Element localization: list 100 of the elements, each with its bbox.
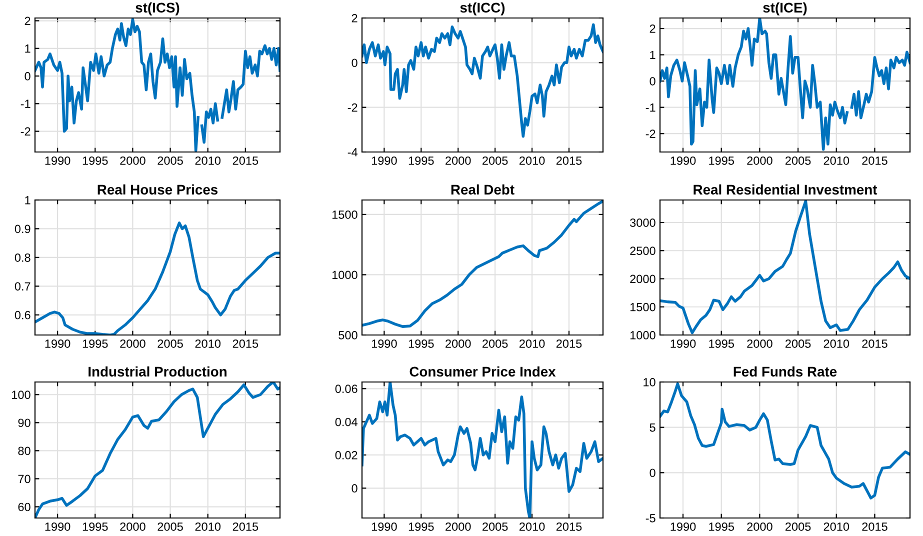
x-tick-label: 1995 xyxy=(82,156,108,165)
y-tick-label: 0.9 xyxy=(14,224,30,234)
chart-title: st(ICS) xyxy=(136,2,180,16)
x-tick-label: 2015 xyxy=(232,339,258,348)
x-tick-label: 2000 xyxy=(120,156,146,165)
y-tick-label: 0 xyxy=(352,484,358,493)
y-tick-label: 2 xyxy=(650,24,656,33)
y-tick-label: 500 xyxy=(338,331,358,340)
x-tick-label: 2015 xyxy=(862,522,888,531)
y-tick-label: -2 xyxy=(20,127,30,136)
x-tick-label: 2015 xyxy=(556,339,582,348)
y-tick-label: 0.02 xyxy=(335,451,358,460)
x-tick-label: 2015 xyxy=(556,522,582,531)
x-tick-label: 1995 xyxy=(709,156,734,165)
x-tick-label: 1995 xyxy=(709,522,734,531)
y-tick-label: 70 xyxy=(18,474,30,484)
chart-title: Consumer Price Index xyxy=(410,366,556,377)
x-tick-label: 2010 xyxy=(824,522,850,531)
x-tick-label: 2010 xyxy=(824,339,850,348)
chart-title: Real Residential Investment xyxy=(694,184,878,195)
y-tick-label: -1 xyxy=(646,103,656,112)
x-tick-label: 2005 xyxy=(482,339,508,348)
x-tick-label: 1995 xyxy=(408,156,434,165)
x-tick-label: 1990 xyxy=(45,156,70,165)
y-tick-label: 1 xyxy=(650,50,656,60)
y-tick-label: 0 xyxy=(352,58,358,68)
chart-title: Real House Prices xyxy=(98,184,218,195)
y-tick-label: 0 xyxy=(24,72,30,80)
x-tick-label: 1995 xyxy=(82,522,108,531)
x-tick-label: 2010 xyxy=(195,339,221,348)
x-tick-label: 2010 xyxy=(519,522,545,531)
x-tick-label: 1990 xyxy=(45,339,70,348)
y-tick-label: 0.8 xyxy=(14,253,30,262)
x-tick-label: 2005 xyxy=(482,522,508,531)
x-tick-label: 2010 xyxy=(519,156,545,165)
x-tick-label: 1990 xyxy=(670,156,696,165)
y-tick-label: 2000 xyxy=(630,274,656,284)
y-tick-label: -2 xyxy=(348,103,358,112)
x-tick-label: 1990 xyxy=(670,522,696,531)
x-tick-label: 2005 xyxy=(158,156,183,165)
y-tick-label: 1500 xyxy=(332,210,358,219)
x-tick-label: 2000 xyxy=(747,156,772,165)
y-tick-label: 1000 xyxy=(630,331,656,340)
x-tick-label: 2005 xyxy=(786,156,811,165)
x-tick-label: 2000 xyxy=(446,156,471,165)
y-tick-label: 80 xyxy=(18,446,30,456)
x-tick-label: 1995 xyxy=(709,339,734,348)
chart-title: Industrial Production xyxy=(88,366,226,377)
x-tick-label: 1990 xyxy=(372,156,397,165)
x-tick-label: 2005 xyxy=(786,522,811,531)
y-tick-label: 0.6 xyxy=(14,310,30,320)
y-tick-label: 10 xyxy=(644,378,656,386)
x-tick-label: 1990 xyxy=(372,522,397,531)
y-tick-label: -5 xyxy=(646,514,656,522)
line-series xyxy=(362,23,603,138)
y-tick-label: 1 xyxy=(25,196,30,204)
y-tick-label: 2 xyxy=(24,16,30,26)
x-tick-label: 2005 xyxy=(158,339,183,348)
x-tick-label: 2005 xyxy=(158,522,183,531)
y-tick-label: 0.06 xyxy=(335,384,358,394)
chart-title: Real Debt xyxy=(451,184,514,195)
x-tick-label: 2010 xyxy=(824,156,850,165)
line-series xyxy=(660,200,910,334)
x-tick-label: 2000 xyxy=(446,522,471,531)
y-tick-label: 5 xyxy=(650,423,656,432)
y-tick-label: -1 xyxy=(20,100,30,108)
y-tick-label: -2 xyxy=(646,130,656,138)
y-tick-label: 0.7 xyxy=(14,282,30,291)
chart-title: st(ICC) xyxy=(460,2,505,16)
x-tick-label: 2015 xyxy=(232,522,258,531)
x-tick-label: 2010 xyxy=(195,156,221,165)
line-series xyxy=(35,382,280,518)
x-tick-label: 2000 xyxy=(120,522,146,531)
chart-title: st(ICE) xyxy=(763,2,807,16)
x-tick-label: 1990 xyxy=(372,339,397,348)
chart-title: Fed Funds Rate xyxy=(734,366,837,377)
x-tick-label: 2000 xyxy=(120,339,146,348)
y-tick-label: 2500 xyxy=(630,246,656,256)
x-tick-label: 2000 xyxy=(747,522,772,531)
x-tick-label: 2015 xyxy=(556,156,582,165)
y-tick-label: -4 xyxy=(348,148,358,156)
y-tick-label: 0 xyxy=(650,77,656,86)
y-tick-label: 1500 xyxy=(630,302,656,312)
y-tick-label: 100 xyxy=(12,390,30,400)
x-tick-label: 2000 xyxy=(446,339,471,348)
y-tick-label: 1000 xyxy=(332,270,358,280)
x-tick-label: 1995 xyxy=(82,339,108,348)
x-tick-label: 2010 xyxy=(195,522,221,531)
line-series xyxy=(362,382,603,518)
x-tick-label: 2005 xyxy=(786,339,811,348)
x-tick-label: 2015 xyxy=(862,339,888,348)
y-tick-label: 60 xyxy=(18,502,30,512)
y-tick-label: 0.04 xyxy=(335,418,358,426)
x-tick-label: 2015 xyxy=(862,156,888,165)
x-tick-label: 1995 xyxy=(408,339,434,348)
x-tick-label: 2010 xyxy=(519,339,545,348)
x-tick-label: 2015 xyxy=(232,156,258,165)
x-tick-label: 2000 xyxy=(747,339,772,348)
x-tick-label: 1995 xyxy=(408,522,434,531)
x-tick-label: 2005 xyxy=(482,156,508,165)
